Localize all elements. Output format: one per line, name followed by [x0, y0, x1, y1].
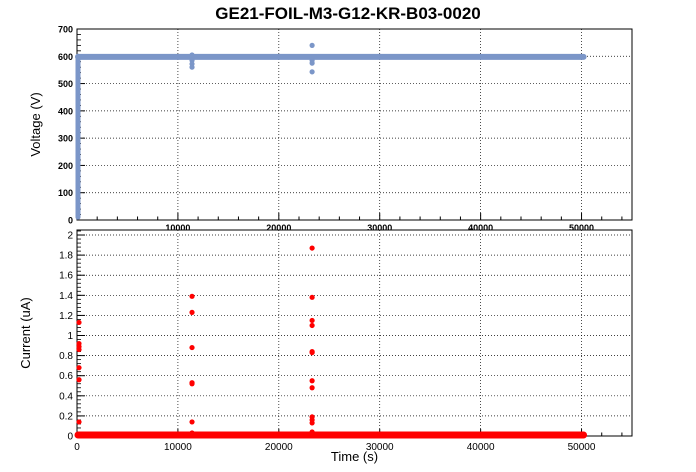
current-data-point [309, 245, 315, 251]
current-data-point [189, 430, 195, 436]
voltage-x-tick-label: 20000 [266, 223, 291, 233]
current-y-tick-label: 1 [67, 331, 73, 342]
voltage-y-tick-label: 400 [58, 106, 73, 116]
current-y-tick-label: 0 [67, 432, 73, 443]
voltage-y-tick-label: 0 [68, 216, 73, 226]
voltage-y-tick-label: 200 [58, 161, 73, 171]
voltage-x-tick-label: 50000 [569, 223, 594, 233]
chart-title: GE21-FOIL-M3-G12-KR-B03-0020 [215, 4, 480, 23]
current-plot-frame [76, 229, 633, 437]
voltage-y-tick-label: 300 [58, 134, 73, 144]
current-y-tick-label: 1.8 [59, 251, 73, 262]
current-data-point [309, 294, 315, 300]
current-data-point [309, 378, 315, 384]
current-data-point [309, 429, 315, 435]
current-data-point [309, 317, 315, 324]
voltage-x-tick-label: 10000 [165, 223, 190, 233]
voltage-data-point [309, 42, 315, 48]
current-data-point [189, 293, 195, 299]
current-data-point [189, 309, 195, 315]
current-panel: 0 10000 20000 30000 40000 50000 0 0.2 0.4 0.6 0.8 1… [18, 229, 633, 464]
current-data-point [76, 365, 82, 371]
current-data-point [309, 385, 315, 391]
current-data-point [76, 319, 82, 326]
current-x-tick-label: 0 [74, 442, 80, 453]
voltage-data-point [189, 64, 195, 70]
voltage-y-tick-label: 500 [58, 79, 73, 89]
voltage-y-axis-title: Voltage (V) [28, 92, 43, 156]
voltage-panel: 10000 20000 30000 40000 50000 0 100 200 300 400 50… [28, 25, 633, 233]
current-data-point [309, 420, 315, 426]
current-data-point [76, 377, 82, 383]
current-x-tick-label: 30000 [366, 442, 394, 453]
current-data-point [76, 419, 82, 425]
voltage-data-point [309, 60, 315, 66]
current-x-tick-label: 20000 [265, 442, 293, 453]
current-y-tick-label: 0.8 [59, 351, 73, 362]
current-y-tick-label: 2 [67, 231, 73, 242]
current-y-tick-label: 0.6 [59, 371, 73, 382]
current-x-tick-label: 10000 [164, 442, 192, 453]
voltage-y-tick-label: 700 [58, 25, 73, 35]
current-y-tick-label: 1.2 [59, 311, 73, 322]
current-y-axis-title: Current (uA) [18, 297, 33, 369]
current-data-point [309, 322, 315, 329]
current-data-point [189, 381, 195, 387]
voltage-y-tick-label: 100 [58, 188, 73, 198]
current-x-axis-title: Time (s) [331, 449, 378, 464]
current-x-tick-label: 40000 [467, 442, 495, 453]
voltage-data-point [309, 69, 315, 75]
current-y-tick-label: 0.4 [59, 391, 73, 402]
voltage-y-tick-label: 600 [58, 52, 73, 62]
voltage-x-tick-label: 40000 [468, 223, 493, 233]
current-data-point [76, 346, 82, 353]
current-y-tick-label: 1.4 [59, 291, 73, 302]
current-x-tick-label: 50000 [568, 442, 596, 453]
current-data-point [189, 419, 195, 425]
voltage-plot-frame [76, 28, 633, 221]
voltage-data-point [189, 52, 195, 58]
voltage-x-tick-label: 30000 [367, 223, 392, 233]
current-y-tick-label: 1.6 [59, 271, 73, 282]
current-y-tick-label: 0.2 [59, 411, 73, 422]
current-data-point [309, 349, 315, 356]
current-data-point [189, 344, 195, 351]
